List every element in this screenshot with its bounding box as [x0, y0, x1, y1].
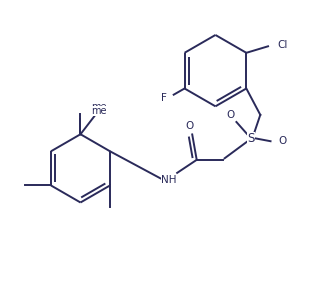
Text: O: O: [226, 110, 234, 120]
Text: S: S: [247, 131, 255, 145]
Text: me: me: [91, 106, 107, 116]
Text: O: O: [278, 136, 286, 146]
Text: Cl: Cl: [277, 40, 288, 50]
Text: F: F: [162, 93, 167, 103]
Text: O: O: [185, 121, 194, 131]
Text: me: me: [91, 102, 107, 112]
Text: NH: NH: [161, 175, 177, 185]
